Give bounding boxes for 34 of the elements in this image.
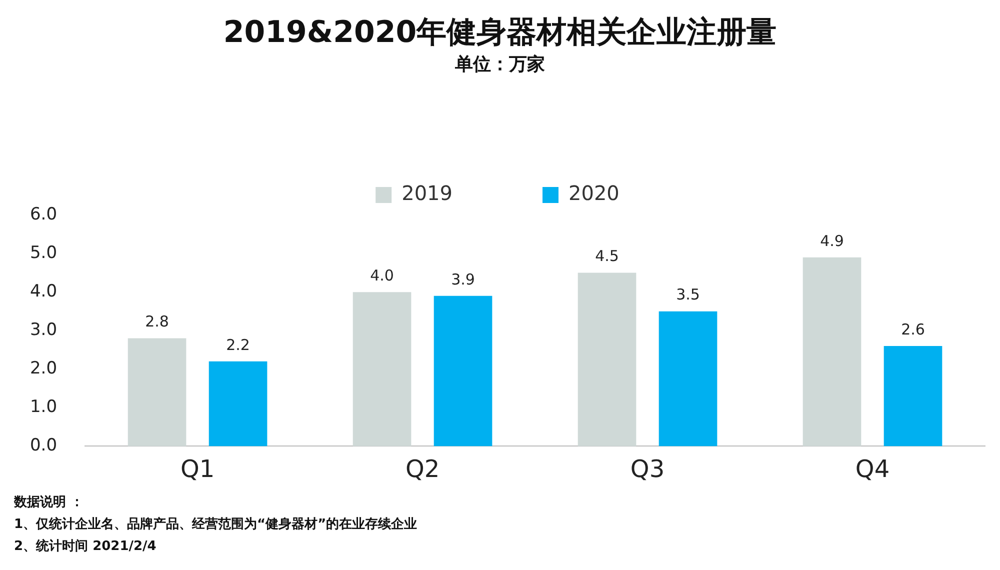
x-tick-label: Q2 (405, 454, 440, 483)
data-label: 2.8 (145, 312, 169, 331)
text: 2、统计时间 2021/2/4 (14, 538, 158, 556)
legend-label: 2020 (568, 181, 620, 206)
y-tick-label: 6.0 (30, 204, 58, 224)
bar (884, 346, 942, 446)
data-label: 4.5 (595, 247, 619, 266)
bar (208, 361, 268, 446)
chart-subtitle: 单位：万家 (454, 53, 546, 76)
data-label: 3.9 (451, 270, 475, 288)
bar (352, 292, 412, 446)
bar (658, 311, 718, 446)
data-label: 4.9 (820, 232, 844, 250)
data-label: 3.5 (676, 286, 700, 304)
text: 1、仅统计企业名、品牌产品、经营范围为“健身器材”的在业存续企业 (14, 516, 418, 534)
x-tick-label: Q3 (630, 454, 665, 483)
x-tick-label: Q1 (180, 454, 215, 483)
y-tick-label: 5.0 (30, 242, 58, 263)
legend-label: 2019 (402, 181, 453, 206)
text: 数据说明 ： (14, 494, 85, 512)
data-label: 2.6 (901, 320, 925, 338)
data-label: 4.0 (370, 266, 394, 284)
y-tick-label: 4.0 (30, 281, 58, 302)
bar (578, 272, 636, 446)
bar (434, 296, 492, 446)
bar (802, 257, 862, 446)
chart-title: 2019&2020年健身器材相关企业注册量 (222, 14, 778, 52)
bar (128, 338, 186, 446)
y-tick-label: 0.0 (30, 436, 58, 456)
y-tick-label: 1.0 (30, 397, 58, 418)
x-tick-label: Q4 (855, 454, 890, 483)
y-tick-label: 2.0 (30, 358, 58, 379)
data-label: 2.2 (226, 336, 250, 354)
y-tick-label: 3.0 (30, 320, 58, 340)
